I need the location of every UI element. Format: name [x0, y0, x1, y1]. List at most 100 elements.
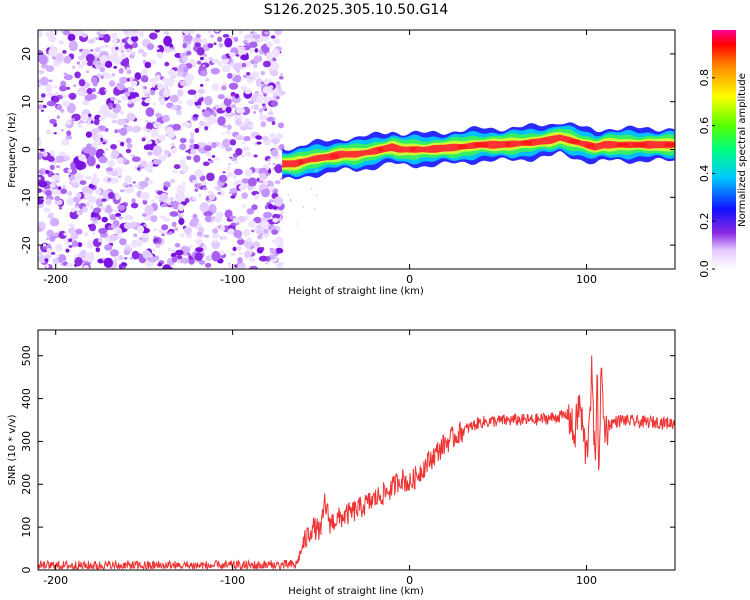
noise-speckle — [256, 95, 264, 104]
noise-speckle — [205, 262, 212, 268]
noise-speckle — [255, 135, 262, 140]
noise-speckle — [264, 205, 269, 210]
noise-speckle — [215, 157, 220, 161]
noise-speckle — [148, 180, 153, 185]
noise-speckle — [182, 30, 191, 34]
noise-speckle — [255, 193, 260, 199]
noise-speckle — [141, 86, 146, 90]
noise-speckle — [273, 196, 283, 207]
noise-speckle — [66, 262, 73, 268]
noise-speckle — [101, 216, 108, 223]
noise-speckle — [131, 156, 141, 162]
noise-speckle — [115, 195, 120, 200]
noise-speckle — [194, 239, 204, 245]
noise-speckle — [194, 42, 201, 47]
noise-speckle — [237, 257, 243, 264]
noise-speckle — [139, 160, 148, 167]
noise-speckle — [134, 96, 142, 101]
noise-speckle — [194, 169, 204, 178]
noise-speckle — [199, 202, 209, 213]
noise-speckle — [97, 258, 104, 264]
noise-speckle — [276, 261, 283, 269]
noise-speckle — [57, 186, 62, 191]
noise-speckle — [187, 89, 197, 95]
noise-speckle — [267, 158, 271, 162]
x-tick-label: 100 — [576, 273, 597, 286]
noise-speckle — [41, 104, 47, 109]
noise-speckle — [115, 212, 122, 217]
noise-speckle — [233, 36, 239, 43]
noise-speckle — [88, 39, 95, 44]
noise-speckle — [130, 154, 136, 158]
noise-speckle — [173, 227, 179, 232]
noise-speckle — [181, 121, 191, 127]
noise-speckle — [253, 104, 260, 110]
colorbar: 0.0 0.2 0.4 0.6 0.8 Normalized spectral ampl… — [698, 30, 748, 278]
noise-speckle — [50, 44, 54, 48]
noise-speckle — [77, 242, 83, 248]
noise-speckle — [171, 143, 175, 147]
noise-speckle — [234, 93, 240, 99]
noise-speckle — [46, 100, 57, 107]
noise-speckle — [169, 94, 179, 103]
noise-speckle — [110, 33, 117, 39]
noise-speckle — [117, 118, 126, 126]
noise-speckle — [217, 36, 223, 43]
frequency-ridge — [282, 122, 675, 225]
noise-speckle — [173, 170, 178, 174]
noise-speckle — [192, 195, 197, 201]
noise-speckle — [67, 168, 73, 173]
noise-speckle — [179, 137, 187, 144]
noise-speckle — [82, 206, 88, 213]
noise-speckle — [218, 174, 228, 183]
noise-speckle — [116, 82, 125, 91]
noise-speckle — [200, 83, 204, 87]
noise-speckle — [101, 109, 111, 118]
noise-speckle — [95, 189, 102, 195]
noise-speckle — [68, 227, 76, 234]
noise-speckle — [272, 205, 278, 210]
noise-speckle — [178, 100, 183, 104]
noise-speckle — [42, 243, 47, 247]
noise-speckle — [152, 102, 156, 106]
noise-speckle — [40, 64, 49, 69]
noise-speckle — [104, 45, 108, 48]
noise-speckle — [271, 229, 279, 235]
spectrogram-y-label: Frequency (Hz) — [7, 112, 18, 188]
ridge-hot-segment — [409, 147, 416, 152]
noise-speckle — [190, 148, 197, 155]
noise-speckle — [103, 257, 114, 268]
noise-speckle — [192, 114, 199, 118]
noise-speckle — [118, 235, 122, 239]
noise-speckle — [239, 252, 244, 255]
noise-speckle — [112, 52, 119, 58]
noise-speckle — [229, 52, 236, 58]
noise-speckle — [70, 207, 76, 213]
noise-speckle — [224, 37, 233, 48]
noise-speckle — [182, 55, 188, 63]
ridge-hot-segment — [377, 147, 384, 152]
noise-speckle — [256, 178, 260, 182]
noise-speckle — [279, 76, 284, 80]
noise-speckle — [144, 205, 154, 216]
noise-speckle — [217, 62, 222, 67]
noise-speckle — [129, 76, 134, 82]
noise-speckle — [169, 178, 176, 184]
colorbar-tick-label: 0.0 — [698, 260, 711, 278]
noise-speckle — [258, 184, 267, 190]
noise-speckle — [169, 231, 173, 235]
noise-speckle — [205, 197, 210, 201]
noise-speckle — [260, 71, 266, 76]
noise-speckle — [142, 51, 147, 58]
noise-speckle — [219, 225, 226, 232]
noise-speckle — [179, 143, 187, 151]
noise-speckle — [164, 183, 170, 187]
noise-speckle — [83, 232, 89, 236]
noise-speckle — [48, 79, 53, 83]
noise-speckle — [49, 235, 56, 242]
noise-speckle — [75, 202, 80, 207]
x-tick-label: -100 — [220, 273, 245, 286]
noise-speckle — [153, 228, 158, 232]
noise-speckle — [142, 199, 148, 205]
noise-speckle — [98, 37, 104, 41]
